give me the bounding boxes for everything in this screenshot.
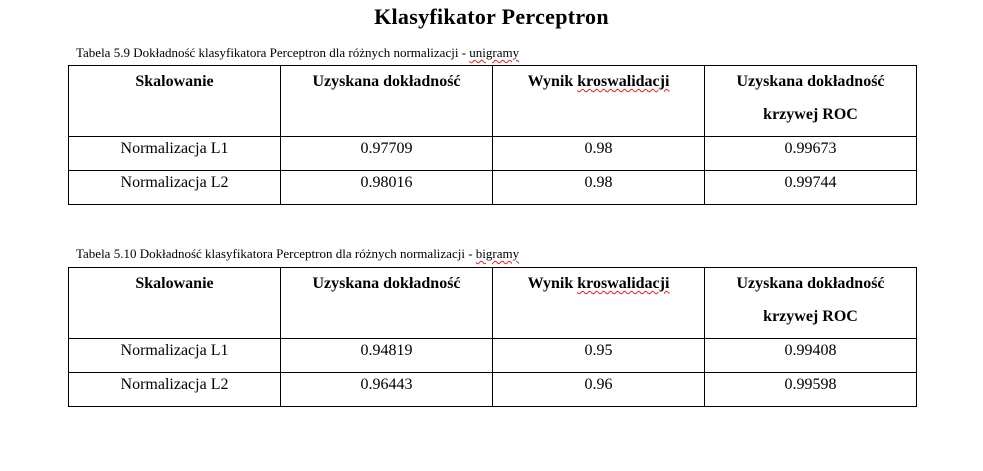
cell-scaling: Normalizacja L2 xyxy=(68,372,281,407)
table-row: Normalizacja L1 0.94819 0.95 0.99408 xyxy=(68,338,917,373)
cell-cross-validation: 0.98 xyxy=(492,170,705,205)
caption-flagged-word: bigramy xyxy=(475,246,520,261)
cell-accuracy: 0.96443 xyxy=(280,372,493,407)
header-roc-accuracy: Uzyskana dokładność krzywej ROC xyxy=(704,65,917,137)
cell-scaling: Normalizacja L1 xyxy=(68,136,281,171)
table-caption: Tabela 5.9 Dokładność klasyfikatora Perc… xyxy=(76,45,519,60)
table-row: Normalizacja L2 0.96443 0.96 0.99598 xyxy=(68,372,917,407)
header-roc-accuracy: Uzyskana dokładność krzywej ROC xyxy=(704,267,917,339)
cell-roc-accuracy: 0.99408 xyxy=(704,338,917,373)
results-table-bigrams: Skalowanie Uzyskana dokładność Wynik kro… xyxy=(68,267,917,407)
table-header-row: Skalowanie Uzyskana dokładność Wynik kro… xyxy=(68,267,917,339)
table-row: Normalizacja L2 0.98016 0.98 0.99744 xyxy=(68,170,917,205)
cell-cross-validation: 0.95 xyxy=(492,338,705,373)
table-header-row: Skalowanie Uzyskana dokładność Wynik kro… xyxy=(68,65,917,137)
header-cross-validation: Wynik kroswalidacji xyxy=(492,267,705,339)
caption-flagged-word: unigramy xyxy=(469,45,520,60)
cell-scaling: Normalizacja L1 xyxy=(68,338,281,373)
table-caption: Tabela 5.10 Dokładność klasyfikatora Per… xyxy=(76,246,519,261)
cell-cross-validation: 0.96 xyxy=(492,372,705,407)
page-title: Klasyfikator Perceptron xyxy=(374,4,609,29)
caption-text: Tabela 5.10 Dokładność klasyfikatora Per… xyxy=(76,246,476,261)
table-row: Normalizacja L1 0.97709 0.98 0.99673 xyxy=(68,136,917,171)
cell-accuracy: 0.97709 xyxy=(280,136,493,171)
header-cross-validation: Wynik kroswalidacji xyxy=(492,65,705,137)
header-accuracy: Uzyskana dokładność xyxy=(280,65,493,137)
cell-accuracy: 0.98016 xyxy=(280,170,493,205)
cell-scaling: Normalizacja L2 xyxy=(68,170,281,205)
cell-roc-accuracy: 0.99744 xyxy=(704,170,917,205)
cell-roc-accuracy: 0.99673 xyxy=(704,136,917,171)
caption-text: Tabela 5.9 Dokładność klasyfikatora Perc… xyxy=(76,45,470,60)
cell-roc-accuracy: 0.99598 xyxy=(704,372,917,407)
header-scaling: Skalowanie xyxy=(68,65,281,137)
cell-cross-validation: 0.98 xyxy=(492,136,705,171)
cell-accuracy: 0.94819 xyxy=(280,338,493,373)
header-scaling: Skalowanie xyxy=(68,267,281,339)
results-table-unigrams: Skalowanie Uzyskana dokładność Wynik kro… xyxy=(68,65,917,205)
header-accuracy: Uzyskana dokładność xyxy=(280,267,493,339)
